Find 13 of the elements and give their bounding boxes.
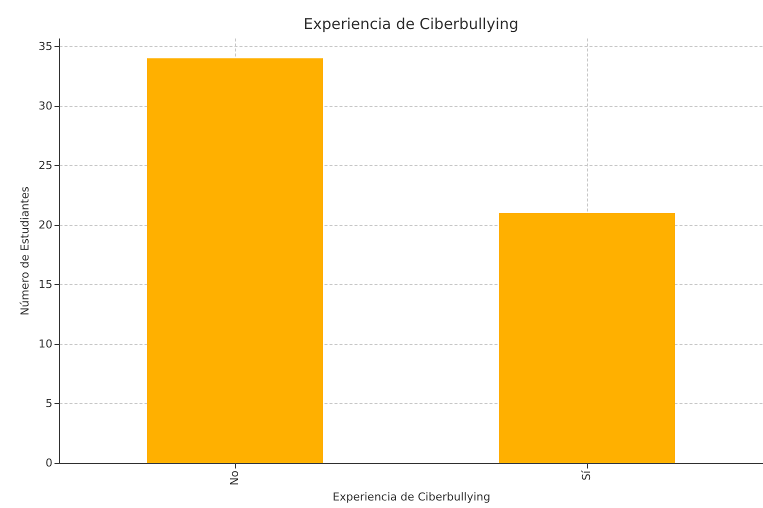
y-axis-title: Número de Estudiantes bbox=[18, 186, 32, 316]
x-tick-label: Sí bbox=[580, 470, 593, 481]
y-tick-label: 15 bbox=[38, 278, 52, 291]
y-tick-label: 25 bbox=[38, 158, 52, 172]
chart-title: Experiencia de Ciberbullying bbox=[303, 15, 519, 33]
y-tick-label: 30 bbox=[38, 99, 52, 112]
y-tick-label: 0 bbox=[46, 456, 52, 470]
y-tick-label: 10 bbox=[38, 337, 52, 350]
y-tick-label: 20 bbox=[38, 218, 52, 232]
y-tick-label: 5 bbox=[46, 396, 52, 410]
y-tick-label: 35 bbox=[38, 40, 52, 53]
x-axis-title: Experiencia de Ciberbullying bbox=[332, 490, 490, 504]
x-tick-label: No bbox=[228, 470, 241, 486]
